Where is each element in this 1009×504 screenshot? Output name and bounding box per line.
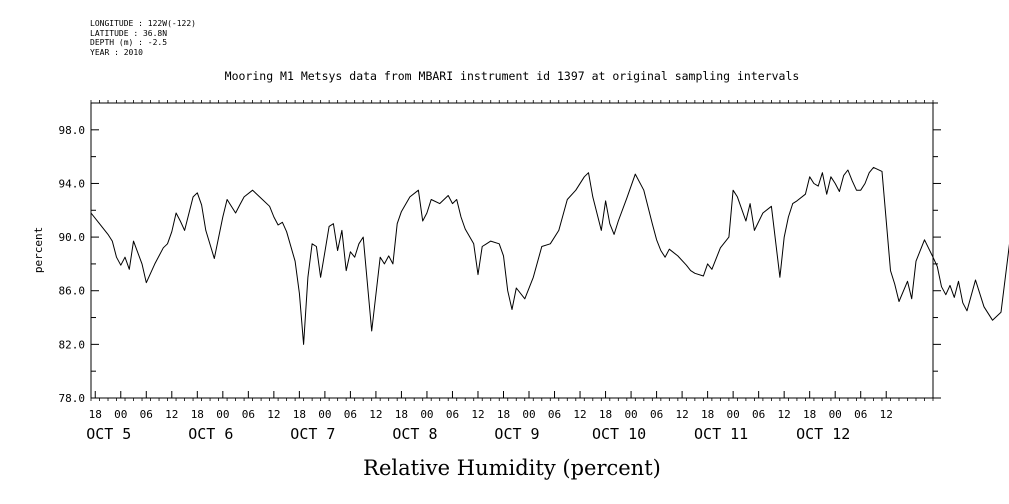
x-tick-label: 00 bbox=[114, 408, 127, 421]
x-day-label: OCT 5 bbox=[86, 425, 131, 443]
x-tick-label: 00 bbox=[216, 408, 229, 421]
x-tick-label: 00 bbox=[829, 408, 842, 421]
x-tick-label: 00 bbox=[624, 408, 637, 421]
x-tick-label: 00 bbox=[522, 408, 535, 421]
x-tick-label: 18 bbox=[293, 408, 306, 421]
x-day-label: OCT 9 bbox=[494, 425, 539, 443]
plot-border bbox=[90, 102, 934, 399]
year-text: YEAR : 2010 bbox=[90, 47, 143, 57]
x-tick-label: 18 bbox=[395, 408, 408, 421]
x-tick-label: 12 bbox=[165, 408, 178, 421]
longitude-text: LONGITUDE : 122W(-122) bbox=[90, 19, 196, 28]
x-tick-label: 12 bbox=[471, 408, 484, 421]
x-day-label: OCT 12 bbox=[796, 425, 850, 443]
x-tick-label: 12 bbox=[573, 408, 586, 421]
x-tick-label: 06 bbox=[854, 408, 867, 421]
y-axis: 78.0 82.0 86.0 90.0 94.0 98.0 bbox=[59, 102, 941, 405]
latitude-text: LATITUDE : 36.8N bbox=[90, 28, 168, 38]
x-axis-title: Relative Humidity (percent) bbox=[363, 456, 661, 480]
y-tick-label: 94.0 bbox=[59, 177, 86, 190]
x-tick-label: 06 bbox=[650, 408, 663, 421]
y-tick-label: 90.0 bbox=[59, 231, 86, 244]
x-tick-label: 12 bbox=[267, 408, 280, 421]
x-day-label: OCT 6 bbox=[188, 425, 233, 443]
y-tick-label: 78.0 bbox=[59, 392, 86, 405]
x-tick-label: 12 bbox=[675, 408, 688, 421]
x-tick-label: 18 bbox=[497, 408, 510, 421]
plot-frame bbox=[90, 100, 934, 401]
x-axis: 18 00 06 12 18 00 06 12 18 00 06 12 18 00 06 12 18 00 06 12… bbox=[86, 391, 893, 443]
x-tick-label: 18 bbox=[191, 408, 204, 421]
x-tick-label: 00 bbox=[727, 408, 740, 421]
depth-text: DEPTH (m) : -2.5 bbox=[90, 38, 168, 47]
x-tick-label: 12 bbox=[778, 408, 791, 421]
series-line-0 bbox=[90, 166, 1009, 345]
y-tick-label: 86.0 bbox=[59, 285, 86, 298]
y-tick-label: 82.0 bbox=[59, 338, 86, 351]
x-tick-label: 06 bbox=[446, 408, 459, 421]
series-layer bbox=[90, 166, 1009, 345]
y-axis-label: percent bbox=[32, 227, 45, 273]
y-tick-label: 98.0 bbox=[59, 124, 86, 137]
x-tick-label: 18 bbox=[89, 408, 102, 421]
x-day-label: OCT 8 bbox=[392, 425, 437, 443]
x-day-label: OCT 10 bbox=[592, 425, 646, 443]
x-tick-label: 18 bbox=[701, 408, 714, 421]
x-tick-label: 12 bbox=[880, 408, 893, 421]
x-day-label: OCT 7 bbox=[290, 425, 335, 443]
x-tick-label: 00 bbox=[420, 408, 433, 421]
x-tick-label: 06 bbox=[752, 408, 765, 421]
x-day-label: OCT 11 bbox=[694, 425, 748, 443]
x-tick-label: 12 bbox=[369, 408, 382, 421]
x-tick-label: 18 bbox=[599, 408, 612, 421]
x-tick-label: 06 bbox=[140, 408, 153, 421]
x-tick-label: 06 bbox=[242, 408, 255, 421]
chart-title: Mooring M1 Metsys data from MBARI instru… bbox=[225, 69, 800, 83]
x-tick-label: 00 bbox=[318, 408, 331, 421]
x-tick-label: 06 bbox=[548, 408, 561, 421]
station-metadata: LONGITUDE : 122W(-122) LATITUDE : 36.8N … bbox=[90, 19, 196, 57]
x-tick-label: 06 bbox=[344, 408, 357, 421]
x-tick-label: 18 bbox=[803, 408, 816, 421]
